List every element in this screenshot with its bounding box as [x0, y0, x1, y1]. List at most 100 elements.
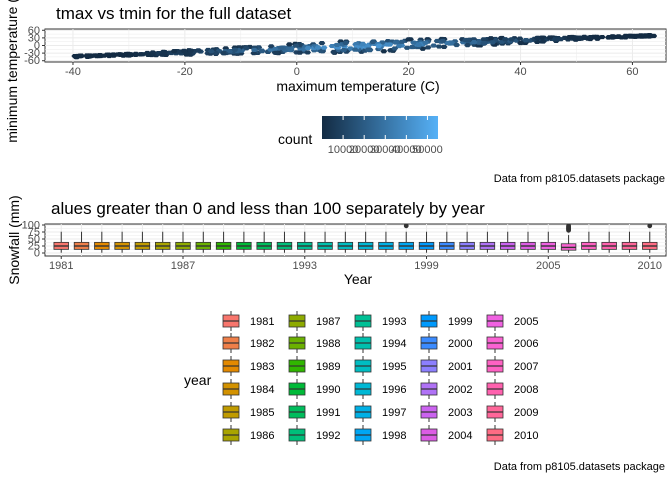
legend-key-1990: 1990 [289, 379, 340, 399]
legend-key-label: 1991 [316, 407, 340, 419]
count-legend: count 1000020000300004000050000 [278, 116, 443, 156]
hex-x-tick-label: 0 [294, 66, 300, 78]
legend-key-label: 2005 [514, 316, 538, 328]
count-colorbar [322, 116, 438, 139]
legend-key-label: 2009 [514, 407, 538, 419]
hex-y-tick-label: 60 [28, 25, 40, 37]
box-y-axis-title: Snowfall (mm) [6, 195, 22, 284]
legend-key-label: 1992 [316, 430, 340, 442]
legend-key-1999: 1999 [421, 311, 472, 331]
legend-key-label: 1998 [382, 430, 406, 442]
legend-key-label: 2001 [448, 361, 472, 373]
legend-key-2010: 2010 [487, 425, 538, 445]
legend-key-1981: 1981 [223, 311, 274, 331]
hex-x-tick-label: 40 [514, 66, 526, 78]
box-caption: Data from p8105.datasets package [494, 461, 665, 473]
box-x-tick-label: 1999 [414, 260, 438, 272]
legend-key-1987: 1987 [289, 311, 340, 331]
box-chart: alues greater than 0 and less than 100 s… [6, 195, 666, 473]
legend-key-1984: 1984 [223, 379, 274, 399]
box-x-tick-label: 1993 [293, 260, 317, 272]
legend-key-label: 1985 [250, 407, 274, 419]
legend-key-label: 1983 [250, 361, 274, 373]
hex-x-tick-label: 60 [626, 66, 638, 78]
legend-key-2006: 2006 [487, 333, 538, 353]
hex-chart: tmax vs tmin for the full dataset -40 -20… [4, 0, 666, 185]
box-y-tick-label: 100 [22, 220, 40, 232]
legend-key-2008: 2008 [487, 379, 538, 399]
hex-x-axis-title: maximum temperature (C) [276, 78, 439, 94]
legend-key-label: 2002 [448, 384, 472, 396]
count-legend-tick-label: 50000 [412, 144, 443, 156]
legend-key-2007: 2007 [487, 356, 538, 376]
outlier-point [566, 223, 571, 228]
hex-chart-title: tmax vs tmin for the full dataset [56, 4, 292, 23]
legend-key-1995: 1995 [355, 356, 406, 376]
legend-key-1982: 1982 [223, 333, 274, 353]
year-legend: year 19811982198319841985198619871988198… [184, 311, 538, 445]
legend-key-label: 2010 [514, 430, 538, 442]
hex-x-tick-label: -40 [65, 66, 81, 78]
hex-y-axis-title: minimum temperature (C) [4, 0, 20, 143]
legend-key-2001: 2001 [421, 356, 472, 376]
outlier-point [404, 223, 409, 228]
box-x-tick-label: 2010 [638, 260, 662, 272]
legend-key-label: 2003 [448, 407, 472, 419]
legend-key-label: 1996 [382, 384, 406, 396]
hex-x-tick-label: 20 [403, 66, 415, 78]
box-x-axis-title: Year [344, 271, 373, 287]
legend-key-label: 1993 [382, 316, 406, 328]
legend-key-label: 2006 [514, 338, 538, 350]
legend-key-1988: 1988 [289, 333, 340, 353]
box-x-tick-labels: 1981 1987 1993 1999 2005 2010 [49, 256, 662, 272]
legend-key-2003: 2003 [421, 402, 472, 422]
box-x-tick-label: 1987 [171, 260, 195, 272]
legend-key-1992: 1992 [289, 425, 340, 445]
legend-key-1997: 1997 [355, 402, 406, 422]
legend-key-label: 2007 [514, 361, 538, 373]
legend-key-label: 2008 [514, 384, 538, 396]
year-legend-title: year [184, 372, 212, 388]
legend-key-label: 1986 [250, 430, 274, 442]
legend-key-2009: 2009 [487, 402, 538, 422]
legend-key-2005: 2005 [487, 311, 538, 331]
legend-key-1985: 1985 [223, 402, 274, 422]
legend-key-2002: 2002 [421, 379, 472, 399]
outlier-point [647, 223, 652, 228]
legend-key-2000: 2000 [421, 333, 472, 353]
legend-key-1994: 1994 [355, 333, 406, 353]
hex-x-tick-labels: -40 -20 0 20 40 60 [65, 62, 639, 78]
legend-key-1996: 1996 [355, 379, 406, 399]
legend-key-label: 1989 [316, 361, 340, 373]
box-panel [45, 224, 666, 256]
legend-key-label: 1987 [316, 316, 340, 328]
legend-key-label: 1994 [382, 338, 406, 350]
legend-key-label: 1988 [316, 338, 340, 350]
legend-key-label: 1995 [382, 361, 406, 373]
year-legend-keys: 1981 1982 1983 1984 1985 1986 1987 1988 1989 1990… [223, 311, 538, 445]
legend-key-1989: 1989 [289, 356, 340, 376]
legend-key-label: 1997 [382, 407, 406, 419]
legend-key-2004: 2004 [421, 425, 472, 445]
box-x-tick-label: 2005 [536, 260, 560, 272]
box-chart-title: alues greater than 0 and less than 100 s… [51, 199, 485, 218]
legend-key-label: 1982 [250, 338, 274, 350]
hex-caption: Data from p8105.datasets package [494, 173, 665, 185]
legend-key-label: 1999 [448, 316, 472, 328]
legend-key-1983: 1983 [223, 356, 274, 376]
legend-key-label: 2000 [448, 338, 472, 350]
legend-key-label: 1984 [250, 384, 274, 396]
legend-key-label: 2004 [448, 430, 472, 442]
hex-y-tick-labels: -60-3003060 [24, 25, 45, 67]
box-x-tick-label: 1981 [49, 260, 73, 272]
box-y-tick-labels: 0255075100 [22, 220, 45, 260]
hex-x-tick-label: -20 [177, 66, 193, 78]
legend-key-1986: 1986 [223, 425, 274, 445]
legend-key-1998: 1998 [355, 425, 406, 445]
count-legend-title: count [278, 131, 312, 147]
legend-key-1991: 1991 [289, 402, 340, 422]
legend-key-label: 1981 [250, 316, 274, 328]
legend-key-1993: 1993 [355, 311, 406, 331]
legend-key-label: 1990 [316, 384, 340, 396]
